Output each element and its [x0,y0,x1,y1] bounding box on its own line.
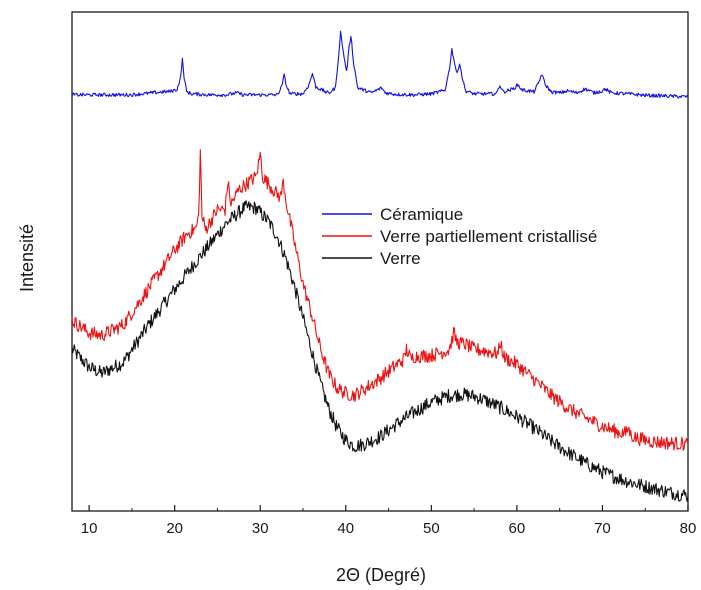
legend: Céramique Verre partiellement cristallisé… [322,205,597,268]
legend-label: Verre partiellement cristallisé [380,227,597,246]
x-tick-label: 70 [594,520,611,537]
series-layer [71,30,689,502]
series-line-verre-partiellement-cristallise [71,149,689,451]
x-tick-label: 40 [337,520,354,537]
x-axis-ticks: 10 20 30 40 50 60 70 80 [81,505,697,537]
x-tick-label: 80 [680,520,697,537]
x-tick-label: 60 [509,520,526,537]
plot-frame [71,11,689,512]
legend-label: Céramique [380,205,463,224]
x-tick-label: 50 [423,520,440,537]
x-tick-label: 10 [81,520,98,537]
x-axis-label: 2Θ (Degré) [336,565,426,585]
x-tick-label: 30 [252,520,269,537]
y-axis-label: Intensité [17,224,37,292]
series-line-ceramique [71,30,689,99]
x-tick-label: 20 [166,520,183,537]
series-line-verre [71,200,689,502]
legend-label: Verre [380,249,421,268]
